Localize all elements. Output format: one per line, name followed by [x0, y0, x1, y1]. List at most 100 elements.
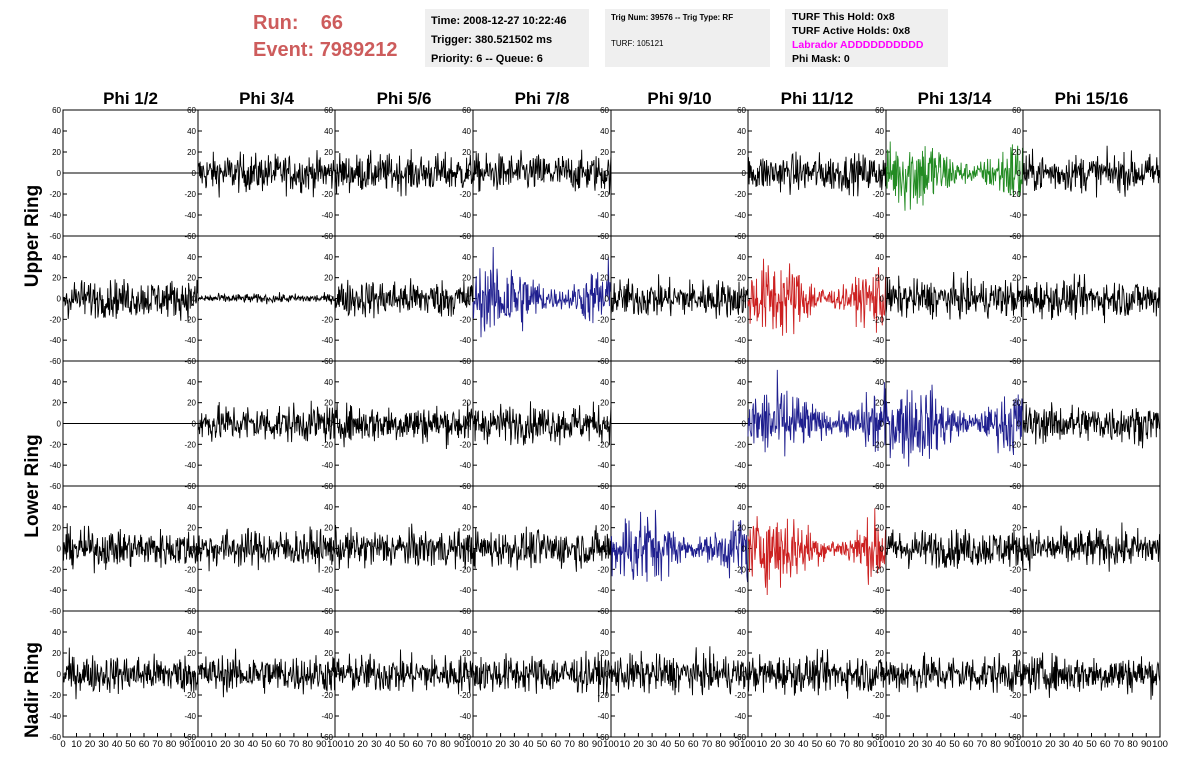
- y-tick-label: 0: [742, 420, 747, 429]
- event-label: Event:: [253, 39, 315, 61]
- y-tick-label: 20: [187, 399, 196, 408]
- column-title: Phi 9/10: [647, 89, 711, 108]
- y-tick-label: 0: [880, 670, 885, 679]
- y-tick-label: -20: [872, 565, 884, 574]
- y-tick-label: 20: [600, 649, 609, 658]
- y-tick-label: 20: [600, 274, 609, 283]
- x-tick-label: 30: [509, 739, 520, 750]
- y-tick-label: 20: [462, 649, 471, 658]
- y-tick-label: 0: [192, 545, 197, 554]
- y-tick-label: -40: [597, 712, 609, 721]
- y-tick-label: -40: [734, 461, 746, 470]
- y-tick-label: -40: [184, 211, 196, 220]
- x-tick-label: 70: [564, 739, 575, 750]
- column-title: Phi 5/6: [377, 89, 432, 108]
- x-tick-label: 60: [963, 739, 974, 750]
- y-tick-label: -20: [459, 691, 471, 700]
- waveform-trace: [885, 650, 1024, 693]
- y-tick-label: 0: [605, 545, 610, 554]
- column-title: Phi 15/16: [1055, 89, 1129, 108]
- y-tick-label: 40: [52, 378, 61, 387]
- y-tick-label: 40: [875, 628, 884, 637]
- y-tick-label: 40: [737, 127, 746, 136]
- phi-mask-text: Phi Mask: 0: [792, 53, 850, 65]
- y-tick-label: -40: [321, 586, 333, 595]
- waveform-trace: [197, 150, 336, 198]
- waveform-trace: [747, 508, 887, 596]
- y-tick-label: -40: [872, 461, 884, 470]
- y-tick-label: -20: [184, 315, 196, 324]
- run-row: Run: 66: [253, 10, 398, 37]
- y-tick-label: -60: [49, 733, 61, 742]
- x-tick-label: 50: [261, 739, 272, 750]
- y-tick-label: -60: [49, 357, 61, 366]
- y-tick-label: -40: [321, 211, 333, 220]
- y-tick-label: -60: [184, 733, 196, 742]
- y-tick-label: 20: [462, 524, 471, 533]
- x-tick-label: 50: [537, 739, 548, 750]
- waveform-trace: [197, 400, 336, 443]
- y-tick-label: -20: [459, 190, 471, 199]
- y-tick-label: -40: [734, 211, 746, 220]
- column-title: Phi 13/14: [918, 89, 992, 108]
- y-tick-label: 0: [605, 420, 610, 429]
- y-tick-label: 40: [462, 253, 471, 262]
- x-tick-label: 90: [316, 739, 327, 750]
- y-tick-label: 0: [57, 169, 62, 178]
- x-tick-label: 90: [1141, 739, 1152, 750]
- y-tick-label: -40: [321, 336, 333, 345]
- column-title: Phi 3/4: [239, 89, 294, 108]
- y-tick-label: 0: [605, 169, 610, 178]
- y-tick-label: 60: [462, 106, 471, 115]
- waveform-trace: [885, 270, 1024, 320]
- y-tick-label: 40: [600, 378, 609, 387]
- y-tick-label: 20: [1012, 399, 1021, 408]
- ring-label-nadir: Nadir Ring: [22, 642, 43, 738]
- y-tick-label: -20: [459, 440, 471, 449]
- y-tick-label: -20: [459, 315, 471, 324]
- y-tick-label: 20: [1012, 148, 1021, 157]
- y-tick-label: -40: [1009, 211, 1021, 220]
- x-tick-label: 100: [1152, 739, 1168, 750]
- x-tick-label: 40: [112, 739, 123, 750]
- y-tick-label: -20: [49, 315, 61, 324]
- y-tick-label: 0: [329, 169, 334, 178]
- y-tick-label: -40: [872, 586, 884, 595]
- y-tick-label: 0: [880, 420, 885, 429]
- y-tick-label: -20: [321, 691, 333, 700]
- y-tick-label: -40: [597, 461, 609, 470]
- waveform-trace: [472, 246, 612, 338]
- y-tick-label: 40: [737, 503, 746, 512]
- x-tick-label: 90: [1004, 739, 1015, 750]
- y-tick-label: -20: [184, 440, 196, 449]
- x-tick-label: 90: [454, 739, 465, 750]
- column-title: Phi 7/8: [515, 89, 570, 108]
- y-tick-label: -20: [49, 565, 61, 574]
- y-tick-label: -20: [734, 440, 746, 449]
- x-tick-label: 10: [344, 739, 355, 750]
- waveform-trace: [748, 648, 887, 699]
- x-tick-label: 30: [922, 739, 933, 750]
- x-tick-label: 100: [327, 739, 343, 750]
- y-tick-label: 20: [324, 399, 333, 408]
- y-tick-label: -20: [459, 565, 471, 574]
- waveform-trace: [610, 274, 749, 319]
- y-tick-label: 0: [57, 295, 62, 304]
- y-tick-label: 0: [467, 545, 472, 554]
- y-tick-label: -40: [49, 712, 61, 721]
- y-tick-label: -40: [459, 211, 471, 220]
- x-tick-label: 10: [894, 739, 905, 750]
- y-tick-label: -60: [734, 733, 746, 742]
- x-tick-label: 30: [98, 739, 109, 750]
